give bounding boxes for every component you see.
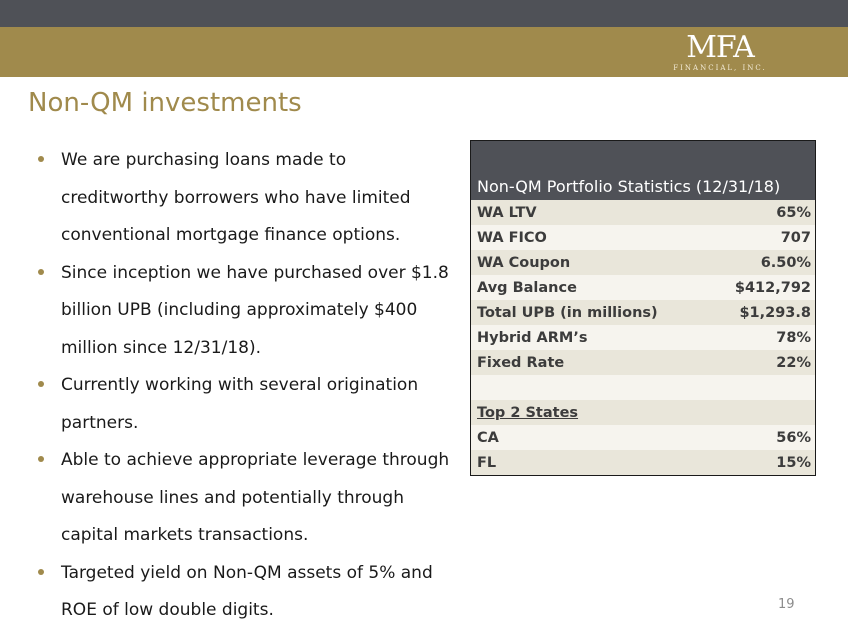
row-value: 56% xyxy=(707,425,816,450)
page-number: 19 xyxy=(778,597,795,612)
table-row: Avg Balance $412,792 xyxy=(470,275,816,300)
row-value: 707 xyxy=(707,225,816,250)
bullet-text-line: Able to achieve appropriate leverage thr… xyxy=(61,450,450,470)
bullet-text-line: creditworthy borrowers who have limited xyxy=(61,187,411,208)
table-row: Fixed Rate 22% xyxy=(470,350,816,375)
bullet-item: Able to achieve appropriate leverage thr… xyxy=(36,442,456,555)
table-row: Hybrid ARM’s 78% xyxy=(470,325,816,350)
bullet-icon xyxy=(38,156,44,162)
row-value: $1,293.8 xyxy=(707,300,816,325)
row-label: Hybrid ARM’s xyxy=(470,325,708,350)
table-row: WA FICO 707 xyxy=(470,225,816,250)
row-value: 6.50% xyxy=(707,250,816,275)
row-label xyxy=(470,375,708,400)
table-row: Total UPB (in millions) $1,293.8 xyxy=(470,300,816,325)
bullet-text-line: warehouse lines and potentially through xyxy=(61,487,404,508)
bullet-item: Targeted yield on Non-QM assets of 5% an… xyxy=(36,555,456,630)
row-value: 22% xyxy=(707,350,816,375)
portfolio-statistics-table: Non-QM Portfolio Statistics (12/31/18) W… xyxy=(470,140,816,476)
logo-subtext: FINANCIAL, INC. xyxy=(673,64,767,72)
bullet-icon xyxy=(38,568,44,575)
row-label: FL xyxy=(470,450,708,476)
bullet-text-line: capital markets transactions. xyxy=(61,525,309,545)
row-label: WA LTV xyxy=(470,200,708,225)
row-value xyxy=(707,400,816,425)
row-value: $412,792 xyxy=(707,275,816,300)
section-label: Top 2 States xyxy=(470,400,708,425)
bullet-text-line: billion UPB (including approximately $40… xyxy=(61,300,418,320)
table-row: FL 15% xyxy=(470,450,816,476)
row-label: WA FICO xyxy=(470,225,708,250)
table-header: Non-QM Portfolio Statistics (12/31/18) xyxy=(470,140,816,200)
table-row: WA LTV 65% xyxy=(470,200,816,225)
row-value: 78% xyxy=(707,325,816,350)
row-label: Avg Balance xyxy=(470,275,708,300)
row-label: Total UPB (in millions) xyxy=(470,300,708,325)
bullet-text-line: partners. xyxy=(61,412,139,433)
row-label: CA xyxy=(470,425,708,450)
table-header-row: Non-QM Portfolio Statistics (12/31/18) xyxy=(470,140,816,200)
bullet-icon xyxy=(38,456,44,462)
bullet-text-line: conventional mortgage finance options. xyxy=(61,225,401,245)
top-dark-bar xyxy=(0,0,848,27)
bullet-text-line: We are purchasing loans made to xyxy=(61,150,347,170)
company-logo: MFA FINANCIAL, INC. xyxy=(665,33,775,75)
row-value: 65% xyxy=(707,200,816,225)
table-row-section: Top 2 States xyxy=(470,400,816,425)
table-row: WA Coupon 6.50% xyxy=(470,250,816,275)
bullet-text-line: million since 12/31/18). xyxy=(61,337,261,358)
row-value xyxy=(707,375,816,400)
header-gold-bar xyxy=(0,27,848,77)
bullet-icon xyxy=(38,381,44,387)
bullet-item: Since inception we have purchased over $… xyxy=(36,255,456,368)
bullet-text-line: Currently working with several originati… xyxy=(61,375,419,395)
bullet-text-line: Targeted yield on Non-QM assets of 5% an… xyxy=(61,562,433,583)
bullet-item: We are purchasing loans made to creditwo… xyxy=(36,142,456,255)
bullet-list: We are purchasing loans made to creditwo… xyxy=(36,142,456,630)
table-row: CA 56% xyxy=(470,425,816,450)
row-label: WA Coupon xyxy=(470,250,708,275)
logo-mark: MFA xyxy=(686,30,755,65)
row-value: 15% xyxy=(707,450,816,476)
bullet-text-line: Since inception we have purchased over $… xyxy=(61,262,449,283)
bullet-item: Currently working with several originati… xyxy=(36,367,456,442)
bullet-text-line: ROE of low double digits. xyxy=(61,600,274,620)
row-label: Fixed Rate xyxy=(470,350,708,375)
table-row-spacer xyxy=(470,375,816,400)
bullet-icon xyxy=(38,268,44,275)
slide-title: Non-QM investments xyxy=(28,88,302,118)
